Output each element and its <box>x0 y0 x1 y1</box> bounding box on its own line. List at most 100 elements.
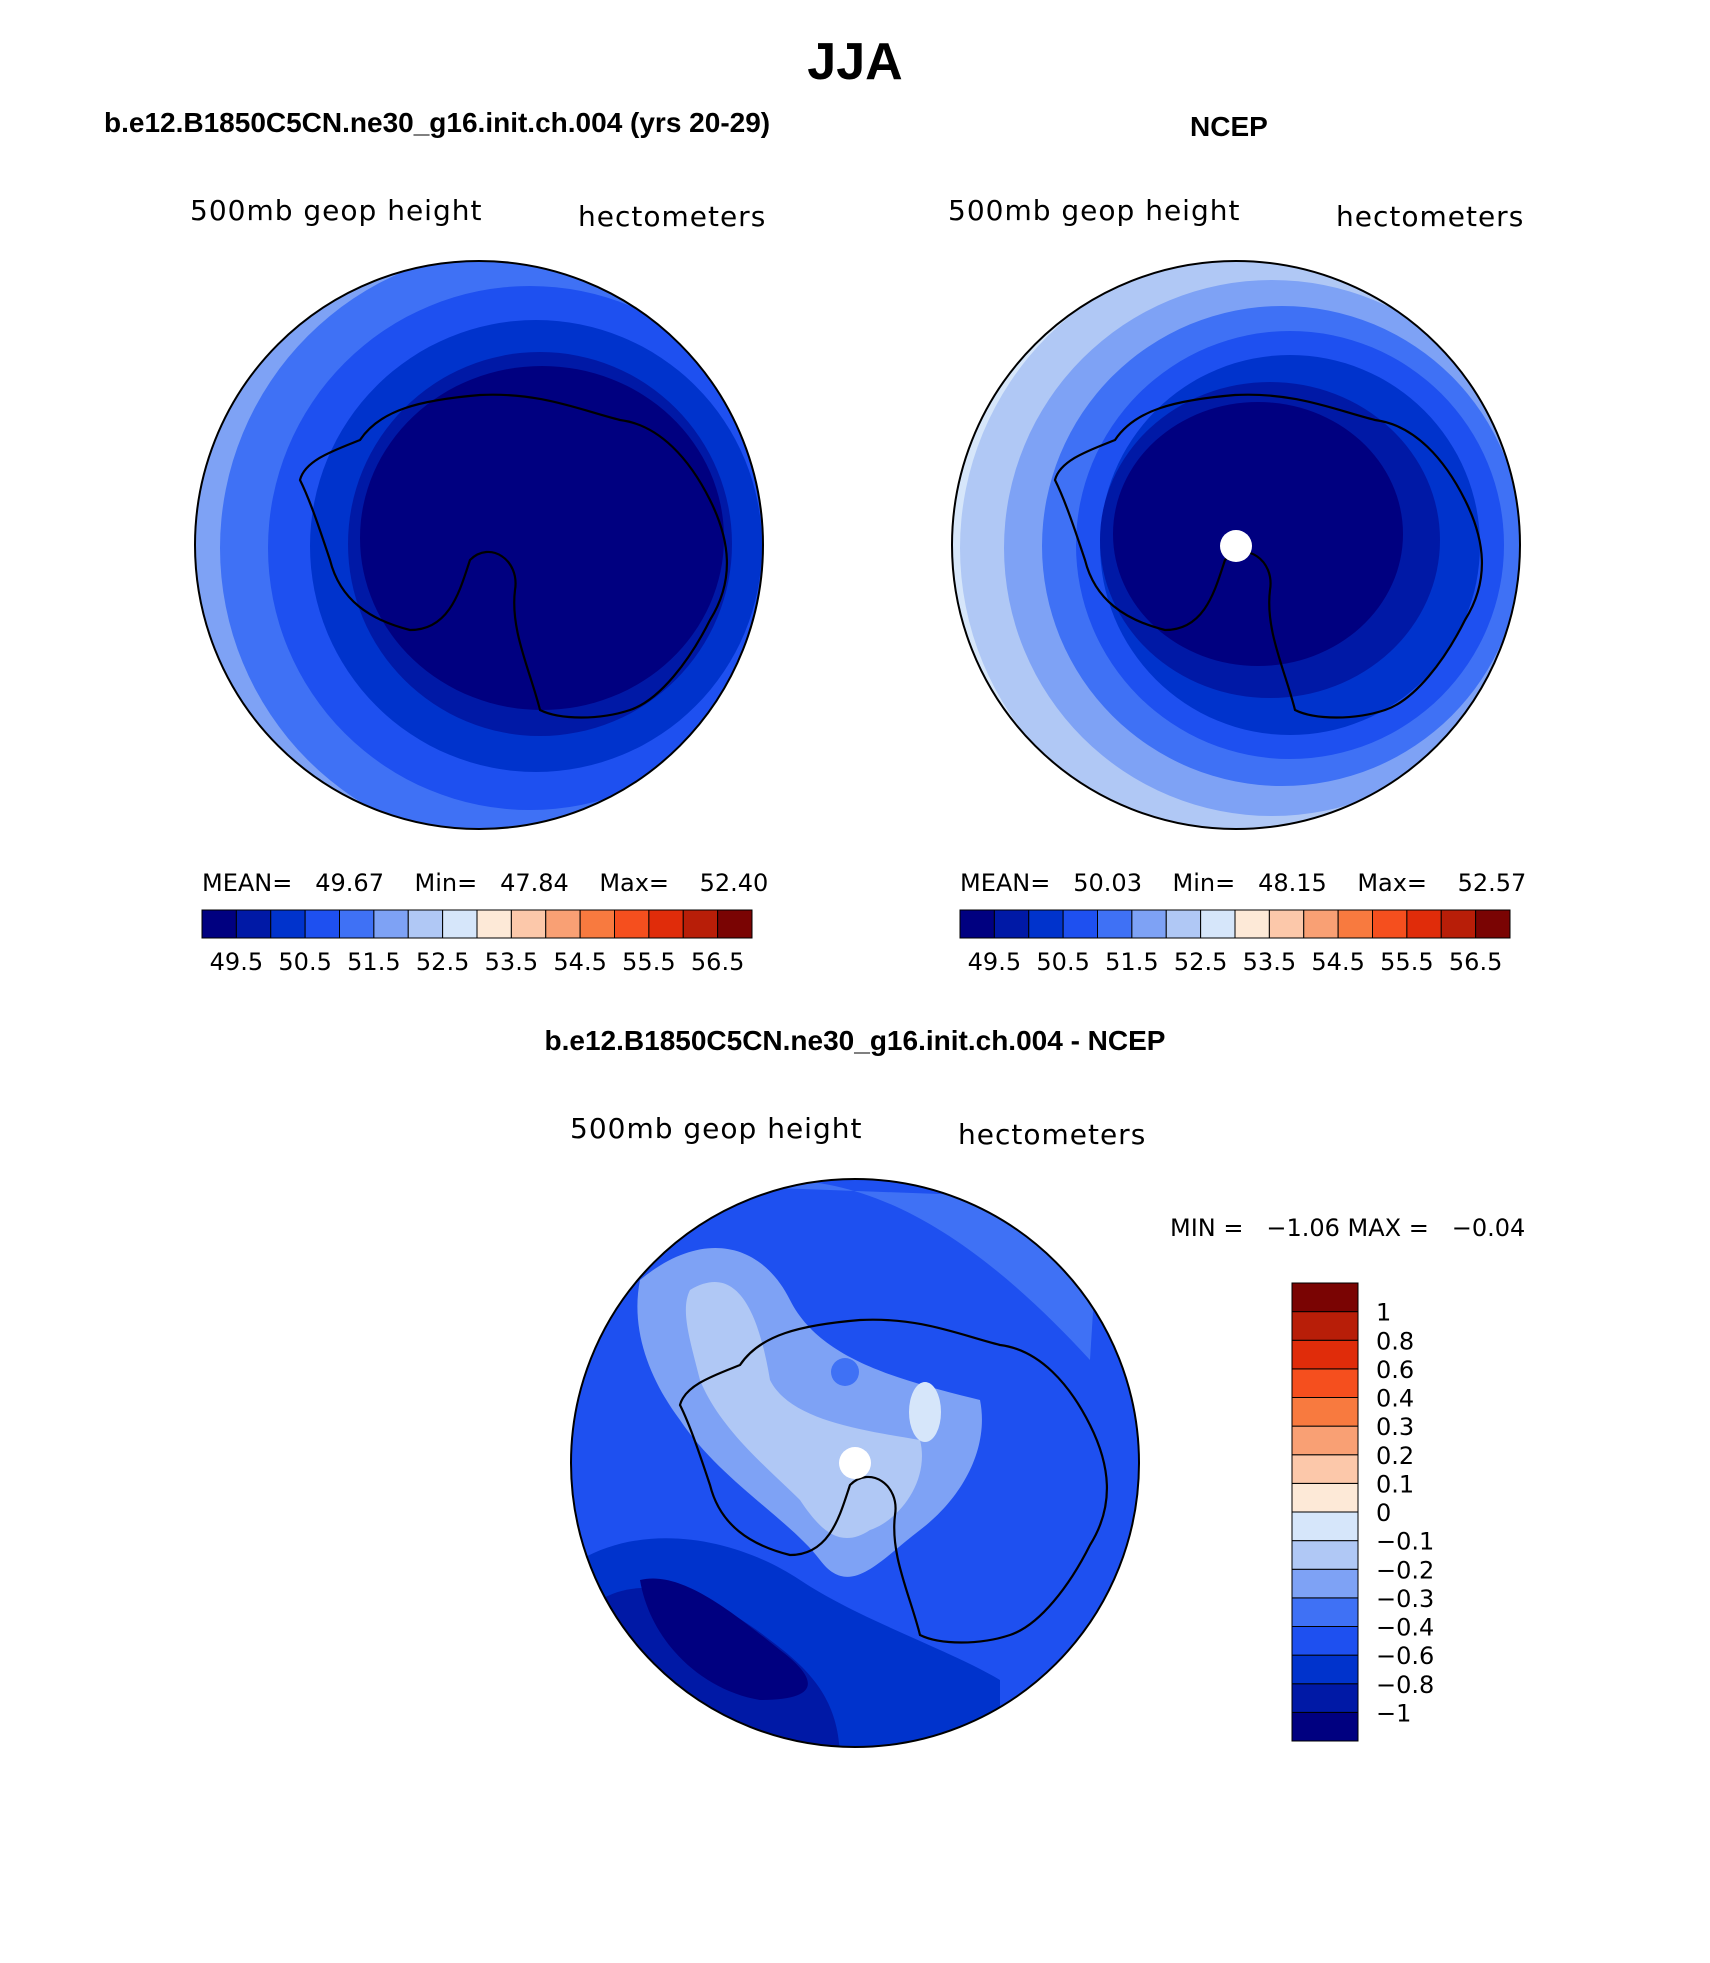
diff-colorbar-swatch <box>1291 1454 1359 1484</box>
diff-units-label: hectometers <box>958 1118 1147 1151</box>
right-colorbar-swatch <box>993 909 1030 939</box>
left-map <box>194 260 764 830</box>
right-colorbar-tick-label: 54.5 <box>1311 948 1364 976</box>
diff-colorbar-tick-label: 0.3 <box>1376 1413 1414 1441</box>
left-stats: MEAN= 49.67 Min= 47.84 Max= 52.40 <box>202 868 768 898</box>
right-colorbar-tick-label: 53.5 <box>1243 948 1296 976</box>
right-colorbar-swatch <box>1303 909 1339 939</box>
diff-colorbar-tick-label: 0.4 <box>1376 1385 1414 1413</box>
right-min-value: 48.15 <box>1258 869 1327 897</box>
left-colorbar-tick-label: 51.5 <box>347 948 400 976</box>
left-colorbar-swatch <box>407 909 444 939</box>
left-colorbar-swatch <box>442 909 478 939</box>
left-max-label: Max= <box>599 869 670 897</box>
left-colorbar-swatch <box>579 909 615 939</box>
diff-colorbar-swatch <box>1291 1425 1359 1456</box>
right-colorbar-swatch <box>1406 909 1442 939</box>
diff-colorbar: −1−0.8−0.6−0.4−0.3−0.2−0.100.10.20.30.40… <box>1291 1282 1434 1742</box>
diff-colorbar-swatch <box>1291 1339 1359 1370</box>
left-units-label: hectometers <box>578 200 767 233</box>
diff-colorbar-tick-label: −1 <box>1376 1699 1411 1727</box>
left-colorbar-swatch <box>373 909 409 939</box>
right-colorbar-swatch <box>1337 909 1373 939</box>
right-colorbar-swatch <box>1028 909 1064 939</box>
diff-colorbar-tick-label: 0.6 <box>1376 1356 1414 1384</box>
left-colorbar-tick-label: 50.5 <box>278 948 331 976</box>
left-variable-label: 500mb geop height <box>190 194 483 227</box>
diff-colorbar-swatch <box>1291 1597 1359 1627</box>
right-colorbar-swatch <box>1131 909 1167 939</box>
left-colorbar-swatch <box>648 909 684 939</box>
left-colorbar-tick-label: 54.5 <box>553 948 606 976</box>
diff-colorbar-swatch <box>1291 1311 1359 1341</box>
left-colorbar-swatch <box>510 909 547 939</box>
right-max-value: 52.57 <box>1457 869 1527 897</box>
left-case-title: b.e12.B1850C5CN.ne30_g16.init.ch.004 (yr… <box>104 107 771 138</box>
left-colorbar-swatch <box>614 909 650 939</box>
right-colorbar-swatch <box>1475 909 1511 939</box>
right-colorbar-tick-label: 52.5 <box>1174 948 1227 976</box>
left-min-label: Min= <box>414 869 478 897</box>
left-colorbar-swatch <box>682 909 719 939</box>
left-colorbar-tick-label: 49.5 <box>210 948 263 976</box>
right-colorbar-tick-label: 51.5 <box>1105 948 1158 976</box>
diff-case-title: b.e12.B1850C5CN.ne30_g16.init.ch.004 - N… <box>544 1025 1166 1056</box>
left-colorbar-swatch <box>270 909 306 939</box>
diff-minmax-text: MIN = −1.06 MAX = −0.04 <box>1170 1214 1526 1242</box>
right-colorbar-swatch <box>1372 909 1408 939</box>
diff-colorbar-swatch <box>1291 1282 1359 1313</box>
left-max-value: 52.40 <box>699 869 769 897</box>
left-colorbar-tick-label: 52.5 <box>416 948 469 976</box>
diff-colorbar-tick-label: −0.8 <box>1376 1671 1434 1699</box>
diff-colorbar-swatch <box>1291 1368 1359 1398</box>
right-pole-hole <box>1220 530 1252 562</box>
right-colorbar-swatch <box>1440 909 1477 939</box>
right-colorbar-swatch <box>1234 909 1270 939</box>
diff-colorbar-tick-label: −0.4 <box>1376 1614 1434 1642</box>
left-colorbar-swatch <box>201 909 237 939</box>
right-colorbar-swatch <box>1200 909 1236 939</box>
right-colorbar-tick-label: 50.5 <box>1036 948 1089 976</box>
diff-colorbar-tick-label: 0.1 <box>1376 1470 1414 1498</box>
right-units-label: hectometers <box>1336 200 1525 233</box>
right-mean-value: 50.03 <box>1073 869 1142 897</box>
right-stats: MEAN= 50.03 Min= 48.15 Max= 52.57 <box>960 868 1526 898</box>
diff-colorbar-swatch <box>1291 1397 1359 1427</box>
diff-map <box>570 1178 1140 1748</box>
diff-colorbar-tick-label: −0.2 <box>1376 1556 1434 1584</box>
right-colorbar-swatch <box>1097 909 1133 939</box>
right-colorbar: 49.5 50.5 51.5 52.5 53.5 54.5 55.5 56.5 <box>959 909 1511 976</box>
right-colorbar-swatch <box>959 909 995 939</box>
left-colorbar-swatch <box>304 909 340 939</box>
left-mean-label: MEAN= <box>202 869 293 897</box>
left-colorbar: 49.5 50.5 51.5 52.5 53.5 54.5 55.5 56.5 <box>201 909 753 976</box>
diff-colorbar-tick-label: 0.2 <box>1376 1442 1414 1470</box>
left-colorbar-tick-label: 53.5 <box>485 948 538 976</box>
right-colorbar-tick-label: 56.5 <box>1449 948 1502 976</box>
left-colorbar-swatch <box>476 909 512 939</box>
diff-colorbar-swatch <box>1291 1482 1359 1513</box>
right-case-title: NCEP <box>1190 111 1268 142</box>
left-colorbar-swatch <box>235 909 272 939</box>
left-colorbar-swatch <box>717 909 753 939</box>
left-colorbar-swatch <box>545 909 581 939</box>
diff-colorbar-tick-label: 1 <box>1376 1299 1391 1327</box>
right-mean-label: MEAN= <box>960 869 1051 897</box>
diff-variable-label: 500mb geop height <box>570 1112 863 1145</box>
diff-colorbar-swatch <box>1291 1511 1359 1542</box>
right-variable-label: 500mb geop height <box>948 194 1241 227</box>
left-min-value: 47.84 <box>500 869 569 897</box>
right-map <box>951 260 1521 830</box>
figure-title: JJA <box>807 33 903 91</box>
left-colorbar-swatch <box>339 909 375 939</box>
diff-colorbar-swatch <box>1291 1540 1359 1570</box>
left-colorbar-tick-label: 55.5 <box>622 948 675 976</box>
diff-colorbar-tick-label: −0.6 <box>1376 1642 1434 1670</box>
diff-colorbar-tick-label: −0.1 <box>1376 1528 1434 1556</box>
diff-colorbar-tick-label: 0 <box>1376 1499 1391 1527</box>
diff-colorbar-tick-label: 0.8 <box>1376 1327 1414 1355</box>
diff-colorbar-swatch <box>1291 1568 1359 1599</box>
diff-colorbar-swatch <box>1291 1626 1359 1656</box>
diff-colorbar-swatch <box>1291 1683 1359 1713</box>
diff-colorbar-swatch <box>1291 1654 1359 1685</box>
